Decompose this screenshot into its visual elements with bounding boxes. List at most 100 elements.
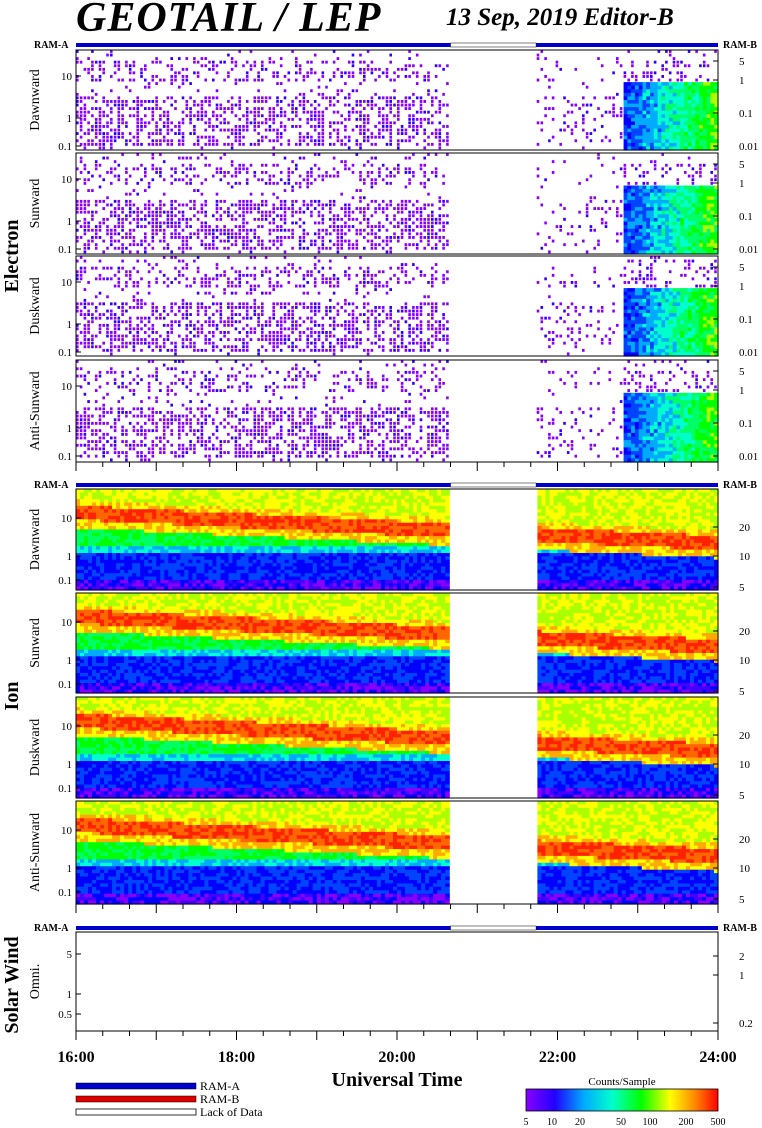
electron-cell (197, 302, 200, 305)
electron-cell (291, 331, 294, 334)
electron-cell (133, 345, 136, 348)
electron-cell (605, 222, 608, 225)
electron-cell (114, 285, 117, 288)
electron-cell (144, 100, 147, 103)
electron-cell (635, 232, 639, 236)
electron-cell (541, 320, 544, 323)
electron-cell (310, 243, 313, 246)
electron-cell (284, 204, 287, 207)
electron-cell (204, 222, 207, 225)
electron-cell (367, 317, 370, 320)
electron-cell (631, 232, 635, 236)
electron-cell (673, 189, 677, 193)
electron-cell (382, 240, 385, 243)
electron-cell (699, 292, 703, 296)
electron-cell (695, 243, 699, 247)
electron-cell (235, 243, 238, 246)
electron-cell (163, 211, 166, 214)
electron-cell (563, 285, 566, 288)
electron-cell (639, 111, 643, 115)
electron-cell (340, 345, 343, 348)
electron-cell (189, 331, 192, 334)
electron-cell (631, 225, 635, 229)
electron-cell (170, 68, 173, 71)
electron-cell (650, 200, 654, 204)
electron-cell (272, 285, 275, 288)
electron-cell (299, 68, 302, 71)
electron-cell (699, 222, 703, 226)
electron-cell (170, 204, 173, 207)
electron-cell (646, 100, 650, 104)
electron-cell (654, 345, 658, 349)
electron-cell (408, 171, 411, 174)
electron-cell (265, 247, 268, 250)
electron-cell (186, 175, 189, 178)
electron-cell (635, 281, 638, 284)
electron-cell (431, 204, 434, 207)
electron-cell (182, 243, 185, 246)
electron-cell (575, 139, 578, 142)
electron-cell (322, 125, 325, 128)
electron-cell (688, 288, 692, 292)
electron-cell (688, 121, 692, 125)
electron-cell (650, 193, 654, 197)
electron-cell (695, 247, 699, 251)
electron-cell (102, 218, 105, 221)
electron-cell (261, 338, 264, 341)
electron-cell (563, 160, 566, 163)
electron-cell (118, 129, 121, 132)
electron-cell (299, 104, 302, 107)
electron-cell (635, 111, 639, 115)
electron-cell (242, 136, 245, 139)
electron-cell (635, 204, 639, 208)
electron-cell (238, 338, 241, 341)
electron-cell (201, 204, 204, 207)
electron-cell (167, 96, 170, 99)
electron-cell (393, 225, 396, 228)
electron-cell (246, 247, 249, 250)
electron-cell (431, 232, 434, 235)
electron-cell (363, 302, 366, 305)
electron-cell (325, 86, 328, 89)
electron-cell (646, 214, 650, 218)
electron-cell (548, 345, 551, 348)
electron-cell (397, 107, 400, 110)
electron-cell (121, 302, 124, 305)
electron-cell (684, 204, 688, 208)
electron-cell (680, 320, 684, 324)
electron-cell (261, 218, 264, 221)
electron-cell (416, 247, 419, 250)
electron-cell (624, 136, 628, 140)
electron-cell (322, 207, 325, 210)
electron-cell (133, 299, 136, 302)
electron-cell (658, 345, 662, 349)
electron-cell (631, 260, 634, 263)
electron-cell (669, 247, 673, 251)
electron-cell (427, 295, 430, 298)
electron-cell (412, 342, 415, 345)
electron-cell (431, 306, 434, 309)
electron-cell (212, 302, 215, 305)
electron-cell (129, 232, 132, 235)
electron-cell (261, 247, 264, 250)
electron-cell (442, 125, 445, 128)
electron-cell (703, 302, 707, 306)
electron-cell (182, 313, 185, 316)
electron-cell (389, 310, 392, 313)
electron-cell (544, 317, 547, 320)
electron-cell (639, 260, 642, 263)
electron-cell (646, 320, 650, 324)
electron-cell (220, 229, 223, 232)
electron-cell (133, 71, 136, 74)
electron-cell (152, 302, 155, 305)
electron-cell (435, 129, 438, 132)
electron-cell (348, 331, 351, 334)
electron-cell (110, 267, 113, 270)
electron-cell (420, 345, 423, 348)
electron-cell (170, 175, 173, 178)
electron-cell (661, 68, 664, 71)
electron-cell (276, 104, 279, 107)
electron-cell (575, 68, 578, 71)
electron-cell (197, 270, 200, 273)
electron-cell (442, 327, 445, 330)
